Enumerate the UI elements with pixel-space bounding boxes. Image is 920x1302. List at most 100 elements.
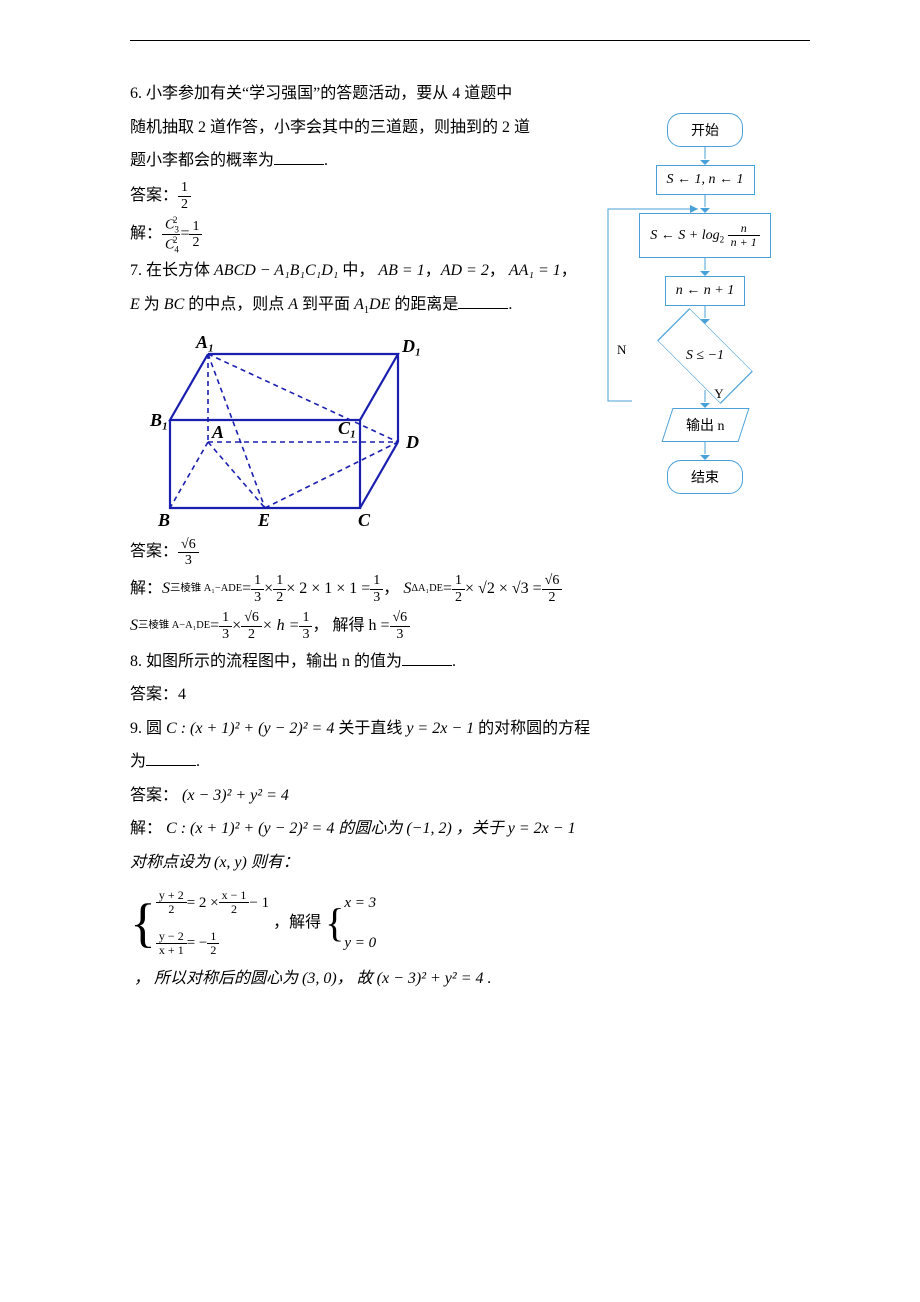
q9-tail: ， 所以对称后的圆心为 (3, 0)， 故 (x − 3)² + y² = 4 … <box>134 961 492 998</box>
q7-sol-line1: 解： S 三棱锥 A₁−ADE = 13 × 12 × 2 × 1 × 1 = … <box>130 571 592 608</box>
q9-sys1-r2-mid: = − <box>187 926 208 961</box>
q7-text-a: 7. 在长方体 <box>130 262 214 279</box>
right-column: 开始 S ← 1, n ← 1 S ← S + log2 n n + 1 n ←… <box>592 77 810 494</box>
q9-mid-text: ，解得 <box>273 905 321 942</box>
q6-sol-lhs-num: C32 <box>162 215 180 235</box>
q7-s1-f2d: 2 <box>273 590 286 605</box>
q7-s1-res-d: 3 <box>370 590 383 605</box>
q8-line: 8. 如图所示的流程图中，输出 n 的值为. <box>130 645 592 679</box>
q9-sys1-r2-rn: 1 <box>207 930 219 944</box>
cuboid-label-b1: B₁ <box>149 410 168 430</box>
q6-sol-rhs: 1 2 <box>189 219 202 251</box>
q6-sol-eq: = <box>180 216 189 253</box>
fc-inc-text: n ← n + 1 <box>676 283 734 298</box>
cuboid-label-d1: D₁ <box>401 336 421 356</box>
q9-symline: y = 2x − 1 <box>406 720 474 737</box>
q7-s2-res-d: 2 <box>542 590 563 605</box>
q7-s1-res-n: 1 <box>370 573 383 589</box>
q7-s1-f1d: 3 <box>251 590 264 605</box>
top-rule <box>130 40 810 41</box>
fc-frac-den: n + 1 <box>728 236 760 249</box>
fc-cond-label: S ≤ −1 <box>686 348 724 364</box>
q6-sol-rhs-den: 2 <box>189 235 202 250</box>
cuboid-label-e: E <box>257 510 270 530</box>
q7-s2-f1: 12 <box>452 573 465 605</box>
q6-line3: 题小李都会的概率为. <box>130 144 592 178</box>
q9-sys1-r1-ld: 2 <box>156 903 187 916</box>
q7-s3-rhs-n: 1 <box>299 610 312 626</box>
q9-sys1-r1-tail: − 1 <box>249 886 269 921</box>
q9-sys2-r2: y = 0 <box>344 926 376 961</box>
q9-sys1-r1-rn: x − 1 <box>219 889 250 903</box>
fc-frac-num: n <box>728 222 760 236</box>
q9-sys2: { x = 3 y = 0 <box>325 886 376 961</box>
q7-s3-res-n: √6 <box>390 610 411 626</box>
q9-text-b: 关于直线 <box>334 720 406 737</box>
q7-s3-rhs-d: 3 <box>299 627 312 642</box>
q7-ans-den: 3 <box>178 553 199 568</box>
q9-blank <box>146 749 196 766</box>
q9-sol-a: C : (x + 1)² + (y − 2)² = 4 的圆心为 (−1, 2)… <box>130 820 576 871</box>
q7-text-b: 中， <box>338 262 374 279</box>
q7-s1-f2: 12 <box>273 573 286 605</box>
q9-sys2-r1: x = 3 <box>344 886 376 921</box>
q9-systems: { y + 22 = 2 × x − 12 − 1 y − 2x + 1 = −… <box>130 886 592 998</box>
q6-sol-lhs-den-sup: 2 <box>173 235 178 245</box>
fc-init-text: S ← 1, n ← 1 <box>667 172 744 187</box>
q7-s3-s: S <box>130 608 138 645</box>
q7-s1-eq: = <box>242 571 251 608</box>
content-row: 6. 小李参加有关“学习强国”的答题活动，要从 4 道题中 随机抽取 2 道作答… <box>130 77 810 997</box>
q7-s1-f1: 13 <box>251 573 264 605</box>
cuboid-figure: A₁ D₁ B₁ C₁ A D B E C <box>148 330 448 530</box>
q6-sol-lhs-num-sub: 3 <box>174 224 179 234</box>
cuboid-edge-ab <box>170 442 208 508</box>
q6-line3-text: 题小李都会的概率为 <box>130 152 274 169</box>
cuboid-label-b: B <box>157 510 170 530</box>
q7-sol-label: 解： <box>130 571 162 608</box>
q7-s3-f1d: 3 <box>219 627 232 642</box>
cuboid-diag-ae <box>208 442 265 508</box>
fc-start: 开始 <box>667 113 743 147</box>
q6-answer-den: 2 <box>178 197 191 212</box>
fc-output-text: 输出 n <box>686 419 725 434</box>
fc-end: 结束 <box>667 460 743 494</box>
q6-sol-lhs-den-sub: 4 <box>174 244 179 254</box>
fc-update-frac: n n + 1 <box>728 222 760 249</box>
cuboid-label-a1: A₁ <box>195 332 214 352</box>
cuboid-label-d: D <box>405 432 419 452</box>
page: 6. 小李参加有关“学习强国”的答题活动，要从 4 道题中 随机抽取 2 道作答… <box>0 0 920 1037</box>
fc-update-s: S ← S + log2 n n + 1 <box>639 213 771 258</box>
q7-s2-f1d: 2 <box>452 590 465 605</box>
q7-line2: E E 为 BC 的中点，则点 A 到平面 A₁DE 的距离是为 BC 的中点，… <box>130 288 592 322</box>
q7-s3-eq: = <box>210 608 219 645</box>
q8-blank <box>402 649 452 666</box>
q7-s1-tail: × 2 × 1 × 1 = <box>286 571 370 608</box>
q6-line2: 随机抽取 2 道作答，小李会其中的三道题，则抽到的 2 道 <box>130 111 592 145</box>
fc-decision: S ≤ −1 N <box>645 324 765 388</box>
q9-sol-label: 解： <box>130 820 162 837</box>
q6-sol-lhs-num-sup: 2 <box>173 215 178 225</box>
q6-sol-rhs-num: 1 <box>189 219 202 235</box>
q7-s2-f1n: 1 <box>452 573 465 589</box>
q7-sol-line2: S 三棱锥 A−A₁DE = 13 × √62 × h = 13 ， 解得 h … <box>130 608 592 645</box>
q6-sol-lhs: C32 C42 <box>162 215 180 255</box>
cuboid-diag-a1d <box>208 354 398 442</box>
q7-s3-f1n: 1 <box>219 610 232 626</box>
q7-s3-f2: √62 <box>241 610 262 642</box>
cuboid-label-a: A <box>211 422 224 442</box>
q7-s1-res: 13 <box>370 573 383 605</box>
q6-answer: 答案： 1 2 <box>130 178 592 215</box>
q6-solution: 解： C32 C42 = 1 2 <box>130 215 592 255</box>
q7-s3-res-d: 3 <box>390 627 411 642</box>
q7-s1-s: S <box>162 571 170 608</box>
fc-update-prefix: S ← S + log <box>650 228 719 243</box>
q9-sys1-r1-mid: = 2 × <box>187 886 219 921</box>
q9-sys1-r2-ln: y − 2 <box>156 930 187 944</box>
q6-sol-label: 解： <box>130 216 162 253</box>
cuboid-top-face <box>170 354 398 420</box>
q7-line1: 7. 在长方体 ABCD − A₁B₁C₁D₁ 中， AB = 1，AD = 2… <box>130 254 592 288</box>
q9-sys1: { y + 22 = 2 × x − 12 − 1 y − 2x + 1 = −… <box>130 886 269 961</box>
q8-text: 8. 如图所示的流程图中，输出 n 的值为 <box>130 653 402 670</box>
fc-log-base: 2 <box>720 235 725 245</box>
q9-answer: 答案： (x − 3)² + y² = 4 <box>130 779 592 813</box>
